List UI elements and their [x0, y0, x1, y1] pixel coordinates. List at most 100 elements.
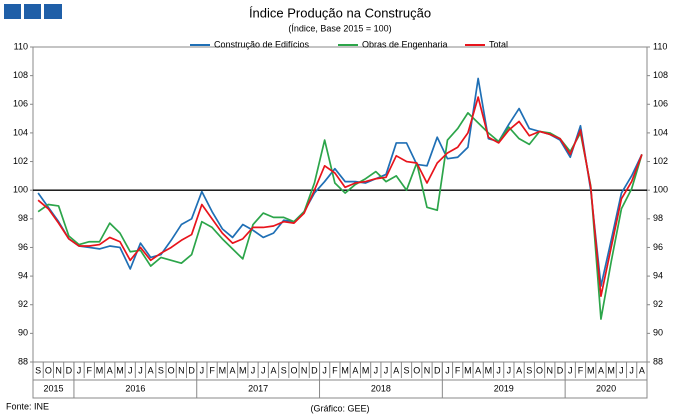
x-tick-label: D [188, 365, 195, 375]
x-tick-label: S [281, 365, 287, 375]
x-tick-label: D [66, 365, 73, 375]
x-tick-label: M [96, 365, 104, 375]
x-tick-label: J [261, 365, 266, 375]
x-tick-label: O [536, 365, 543, 375]
year-label: 2016 [125, 383, 145, 393]
y-tick-label: 108 [13, 70, 28, 80]
x-tick-label: S [35, 365, 41, 375]
y-tick-label: 94 [653, 270, 663, 280]
year-label: 2017 [248, 383, 268, 393]
x-tick-label: A [107, 365, 113, 375]
x-tick-label: D [434, 365, 441, 375]
x-tick-label: N [424, 365, 431, 375]
x-tick-label: A [352, 365, 358, 375]
y-tick-label: 100 [13, 185, 28, 195]
legend-label: Obras de Engenharia [362, 39, 448, 49]
x-tick-label: F [209, 365, 215, 375]
x-tick-label: O [413, 365, 420, 375]
x-tick-label: N [547, 365, 554, 375]
x-tick-label: O [45, 365, 52, 375]
x-tick-label: J [496, 365, 501, 375]
x-tick-label: J [507, 365, 512, 375]
x-tick-label: J [251, 365, 256, 375]
y-tick-label: 90 [653, 328, 663, 338]
y-tick-label: 104 [13, 127, 28, 137]
y-tick-label: 96 [18, 242, 28, 252]
x-tick-label: N [178, 365, 185, 375]
y-tick-label: 88 [653, 356, 663, 366]
x-tick-label: M [464, 365, 472, 375]
x-tick-label: S [404, 365, 410, 375]
y-tick-label: 92 [653, 299, 663, 309]
x-tick-label: M [362, 365, 370, 375]
y-tick-label: 110 [14, 41, 28, 51]
x-tick-label: A [393, 365, 399, 375]
x-tick-label: A [639, 365, 645, 375]
year-label: 2015 [43, 383, 63, 393]
series-line [37, 77, 643, 287]
x-tick-label: F [87, 365, 93, 375]
x-tick-label: J [629, 365, 634, 375]
legend-label: Total [489, 39, 508, 49]
x-tick-label: A [475, 365, 481, 375]
chart-title: Índice Produção na Construção [249, 5, 431, 20]
x-tick-label: D [311, 365, 318, 375]
x-tick-label: M [116, 365, 124, 375]
x-tick-label: M [341, 365, 349, 375]
year-label: 2020 [596, 383, 616, 393]
y-tick-label: 106 [653, 99, 668, 109]
y-tick-label: 106 [13, 99, 28, 109]
y-tick-label: 110 [653, 41, 667, 51]
x-tick-label: O [290, 365, 297, 375]
x-tick-label: A [516, 365, 522, 375]
x-tick-label: F [332, 365, 338, 375]
y-tick-label: 88 [18, 356, 28, 366]
x-tick-label: J [384, 365, 389, 375]
logo-block [4, 4, 21, 19]
x-tick-label: J [138, 365, 143, 375]
credit: (Gráfico: GEE) [310, 403, 369, 413]
x-tick-label: J [619, 365, 624, 375]
x-tick-label: N [301, 365, 308, 375]
x-tick-label: J [322, 365, 327, 375]
x-tick-label: O [168, 365, 175, 375]
x-tick-label: N [55, 365, 62, 375]
y-tick-label: 92 [18, 299, 28, 309]
x-tick-label: J [128, 365, 133, 375]
y-tick-label: 108 [653, 70, 668, 80]
x-tick-label: M [587, 365, 595, 375]
y-tick-label: 98 [18, 213, 28, 223]
x-tick-label: A [148, 365, 154, 375]
legend-label: Construção de Edifícios [214, 39, 310, 49]
year-label: 2019 [494, 383, 514, 393]
x-tick-label: F [578, 365, 584, 375]
x-tick-label: J [77, 365, 82, 375]
y-tick-label: 102 [13, 156, 28, 166]
y-tick-label: 102 [653, 156, 668, 166]
x-tick-label: M [239, 365, 247, 375]
x-tick-label: S [526, 365, 532, 375]
y-tick-label: 90 [18, 328, 28, 338]
chart-subtitle: (Índice, Base 2015 = 100) [288, 23, 391, 33]
x-tick-label: M [607, 365, 615, 375]
x-tick-label: J [374, 365, 379, 375]
x-tick-label: J [445, 365, 450, 375]
y-tick-label: 98 [653, 213, 663, 223]
logo-block [24, 4, 41, 19]
y-tick-label: 100 [653, 185, 668, 195]
y-tick-label: 96 [653, 242, 663, 252]
series-line [37, 112, 643, 320]
x-tick-label: D [557, 365, 564, 375]
x-tick-label: J [568, 365, 573, 375]
x-tick-label: M [485, 365, 493, 375]
y-tick-label: 104 [653, 127, 668, 137]
x-tick-label: A [230, 365, 236, 375]
y-tick-label: 94 [18, 270, 28, 280]
logo-block [44, 4, 62, 19]
source: Fonte: INE [6, 401, 49, 411]
x-tick-label: S [158, 365, 164, 375]
x-tick-label: F [455, 365, 461, 375]
x-tick-label: M [219, 365, 227, 375]
year-label: 2018 [371, 383, 391, 393]
